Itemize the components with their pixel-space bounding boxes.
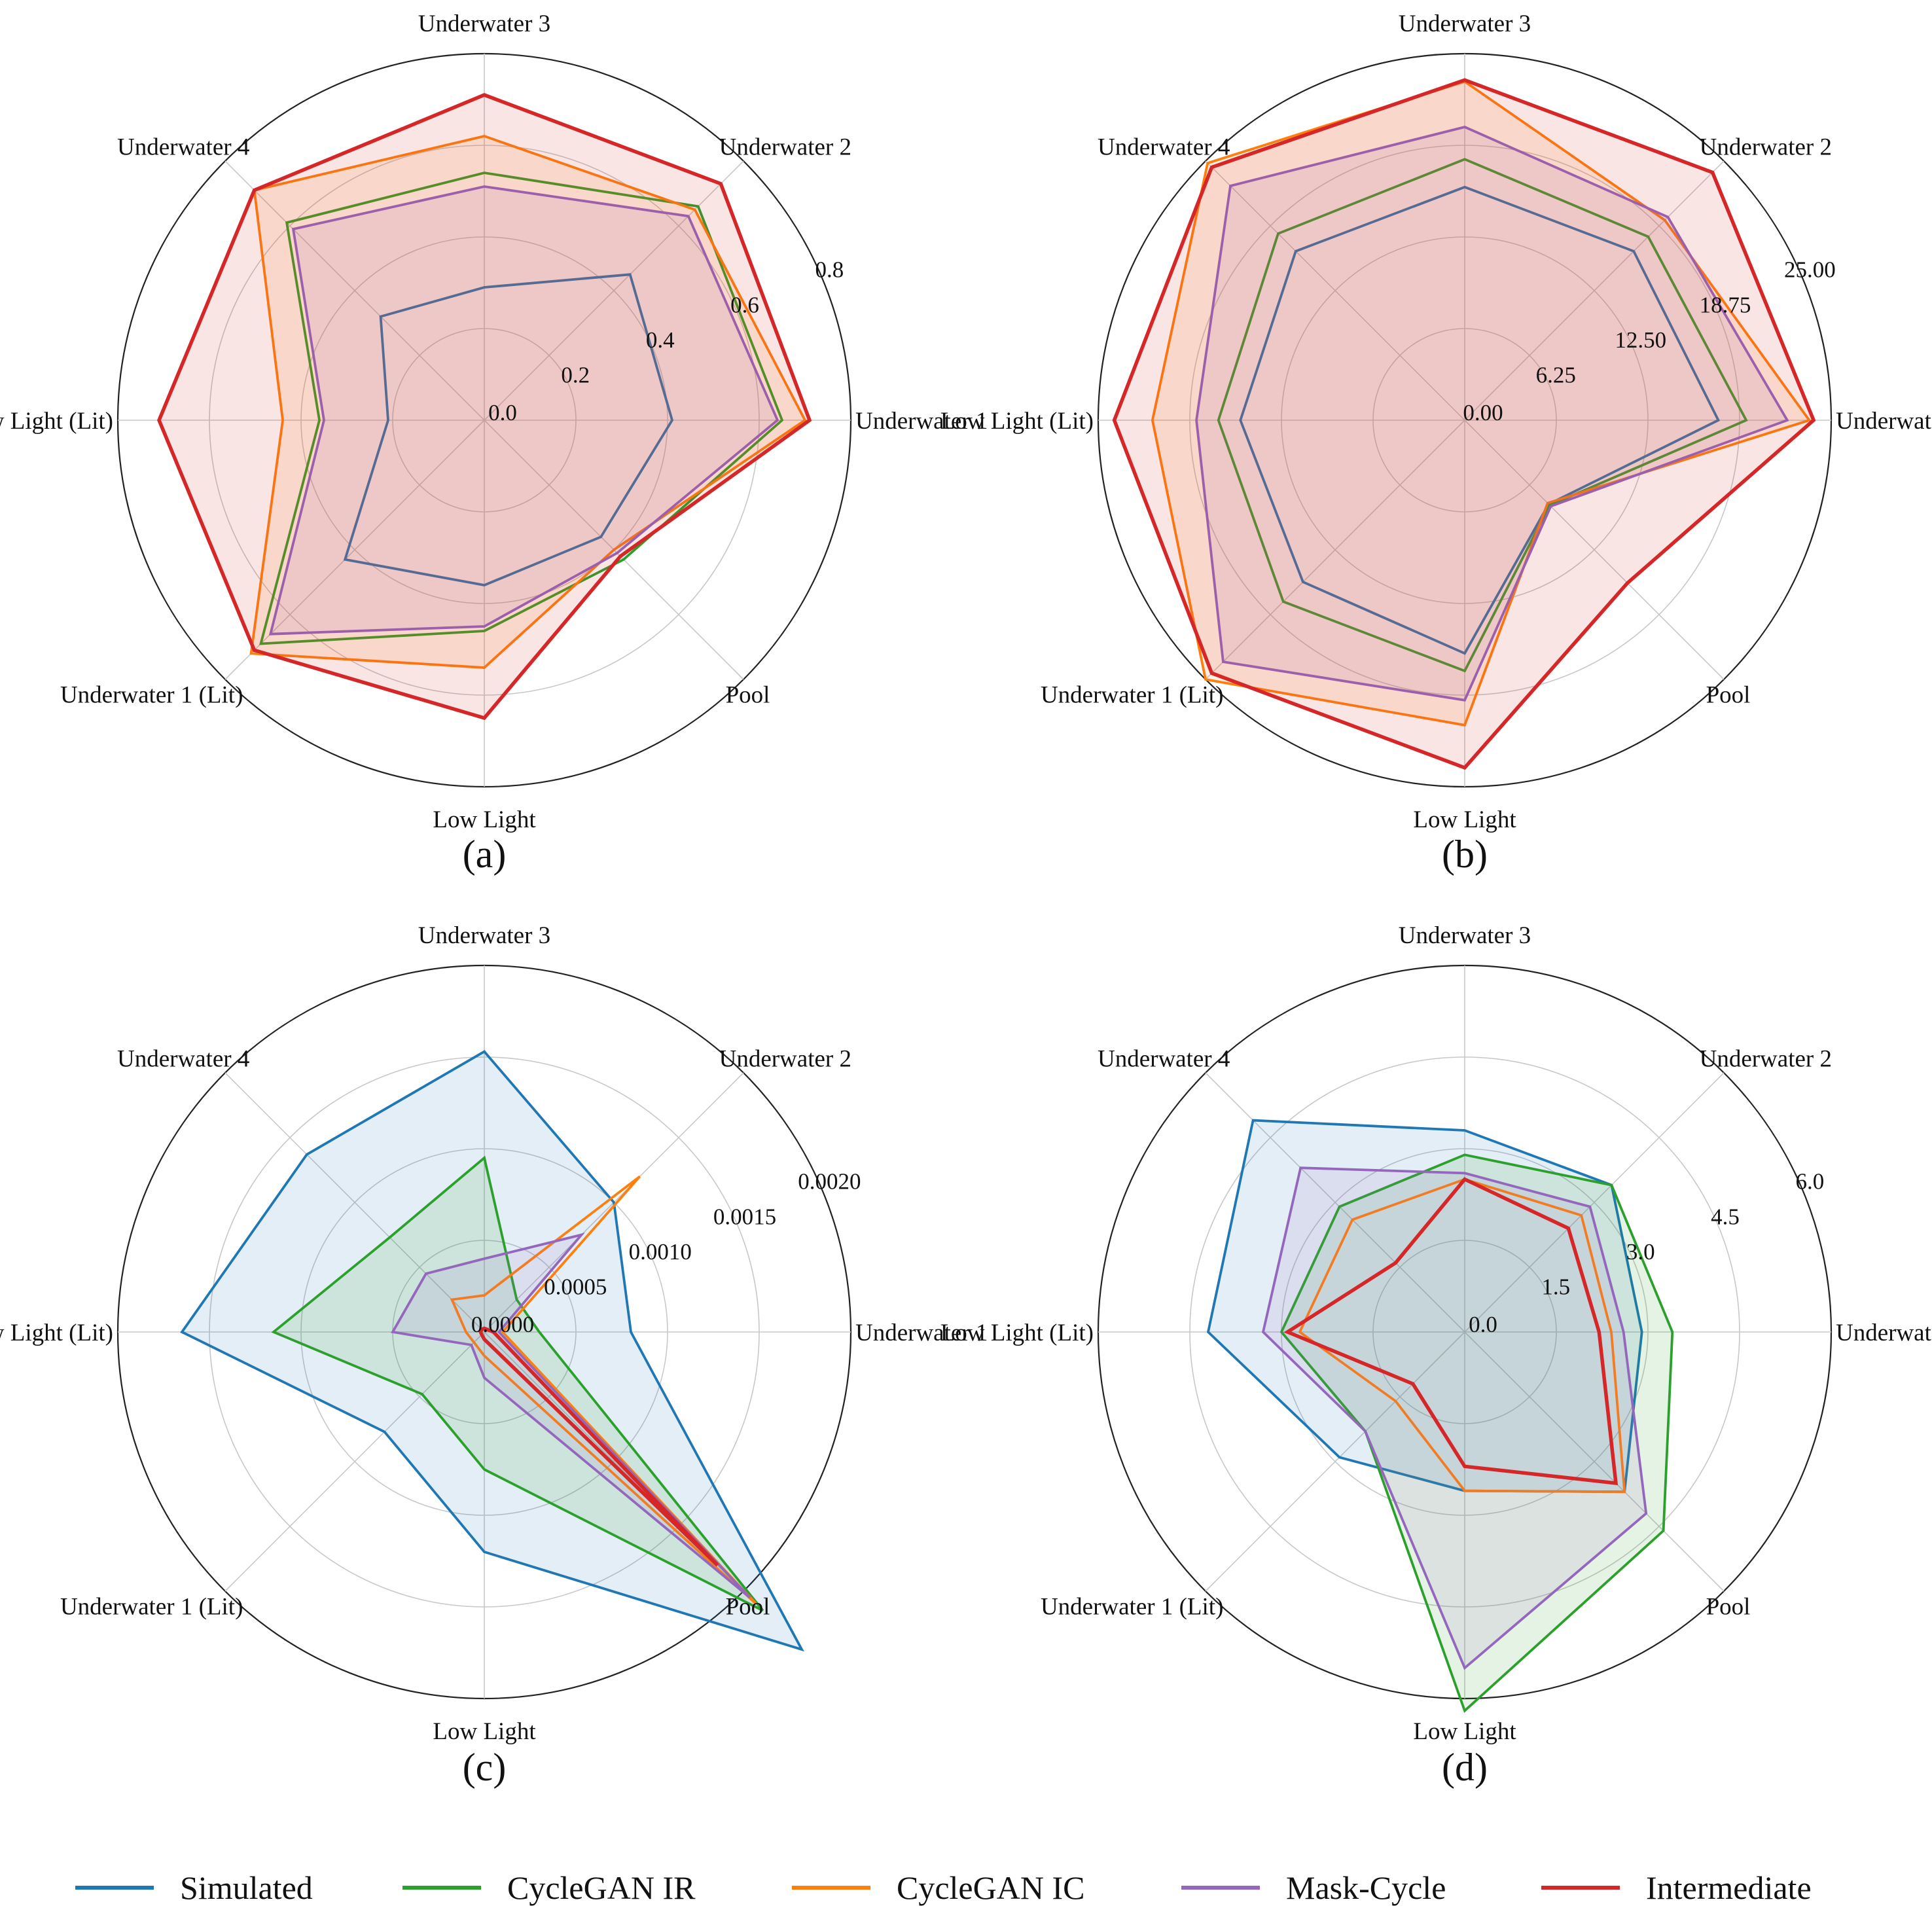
- axis-label-b-underwater-1: Underwater 1: [1836, 408, 1932, 435]
- axis-label-b-low-light-lit: Low Light (Lit): [940, 408, 1094, 435]
- panel-label-c: (c): [463, 1746, 507, 1789]
- series-a-mask-cycle: [268, 185, 779, 636]
- tick-label-c-3: 0.0015: [713, 1204, 776, 1229]
- tick-label-a-2: 0.4: [646, 327, 675, 353]
- axis-label-c-underwater-4: Underwater 4: [117, 1045, 249, 1072]
- spoke-b-underwater-2: [1464, 160, 1725, 421]
- series-c-simulated: [180, 1050, 804, 1652]
- spoke-b-underwater-4: [1205, 160, 1465, 421]
- tick-label-b-4: 25.00: [1784, 257, 1836, 283]
- tick-label-b-0: 0.00: [1463, 400, 1503, 425]
- series-d-cyclegan-ic: [1298, 1178, 1626, 1494]
- tick-label-c-4: 0.0020: [798, 1169, 861, 1195]
- series-c-intermediate: [478, 1326, 719, 1567]
- series-b-cyclegan-ir: [1217, 158, 1748, 673]
- spoke-a-underwater-2: [484, 160, 744, 421]
- axis-label-c-underwater-2: Underwater 2: [719, 1045, 851, 1072]
- axis-label-d-underwater-4: Underwater 4: [1098, 1045, 1230, 1072]
- tick-label-a-1: 0.2: [561, 362, 590, 387]
- series-d-intermediate: [1283, 1177, 1619, 1486]
- legend-label-simulated: Simulated: [180, 1869, 313, 1906]
- series-b-mask-cycle: [1195, 125, 1789, 702]
- spoke-a-underwater-4: [224, 160, 485, 421]
- radar-panel-a: 0.0 0.2 0.4 0.6 0.8 Underwater 1 Underwater 2 U…: [0, 10, 988, 876]
- axis-label-c-underwater-3: Underwater 3: [418, 922, 550, 949]
- panel-label-b: (b): [1442, 833, 1488, 876]
- spoke-b-underwater-1-lit: [1205, 420, 1465, 680]
- axis-label-b-low-light: Low Light: [1413, 806, 1516, 833]
- radar-panel-b: 0.00 6.25 12.50 18.75 25.00 Underwater 1 Under…: [940, 10, 1932, 876]
- spoke-d-pool: [1464, 1331, 1725, 1592]
- axis-label-a-underwater-2: Underwater 2: [719, 134, 851, 160]
- axis-label-c-underwater-1: Underwater 1: [855, 1320, 988, 1346]
- tick-label-d-2: 3.0: [1626, 1239, 1655, 1265]
- axis-label-d-underwater-2: Underwater 2: [1700, 1045, 1832, 1072]
- axis-label-a-pool: Pool: [726, 682, 770, 709]
- axis-label-a-low-light: Low Light: [433, 806, 536, 833]
- spoke-d-underwater-1-lit: [1205, 1331, 1465, 1592]
- tick-label-d-3: 4.5: [1711, 1204, 1740, 1229]
- series-a-simulated: [343, 273, 674, 586]
- axis-label-a-underwater-1: Underwater 1: [855, 408, 988, 435]
- axis-label-c-low-light-lit: Low Light (Lit): [0, 1320, 113, 1346]
- tick-label-b-3: 18.75: [1700, 292, 1751, 317]
- axis-label-b-underwater-2: Underwater 2: [1700, 134, 1832, 160]
- tick-label-a-3: 0.6: [730, 292, 759, 317]
- series-b-simulated: [1239, 185, 1721, 655]
- tick-label-d-1: 1.5: [1541, 1274, 1570, 1299]
- axis-label-b-underwater-4: Underwater 4: [1098, 134, 1230, 160]
- axis-label-a-underwater-3: Underwater 3: [418, 10, 550, 37]
- tick-label-c-0: 0.0000: [471, 1312, 534, 1337]
- series-d-cyclegan-ir: [1279, 1153, 1674, 1714]
- legend-label-mask-cycle: Mask-Cycle: [1286, 1869, 1446, 1906]
- spoke-c-underwater-1-lit: [224, 1331, 485, 1592]
- tick-label-b-2: 12.50: [1615, 327, 1666, 353]
- series-a-intermediate: [157, 93, 812, 721]
- series-d-mask-cycle: [1261, 1166, 1648, 1670]
- axis-label-a-low-light-lit: Low Light (Lit): [0, 408, 113, 435]
- axis-label-d-underwater-3: Underwater 3: [1399, 922, 1531, 949]
- tick-label-d-0: 0.0: [1469, 1312, 1497, 1337]
- spoke-c-underwater-4: [224, 1072, 485, 1333]
- axis-label-b-pool: Pool: [1706, 682, 1751, 709]
- axis-label-c-low-light: Low Light: [433, 1718, 536, 1745]
- spoke-b-pool: [1464, 420, 1725, 680]
- legend: Simulated CycleGAN IR CycleGAN IC Mask-C…: [75, 1869, 1812, 1906]
- axis-label-a-underwater-4: Underwater 4: [117, 134, 249, 160]
- panel-label-d: (d): [1442, 1746, 1488, 1789]
- axis-label-b-underwater-1-lit: Underwater 1 (Lit): [1041, 682, 1223, 709]
- axis-label-b-underwater-3: Underwater 3: [1399, 10, 1531, 37]
- tick-label-c-2: 0.0010: [629, 1239, 692, 1265]
- spoke-d-underwater-4: [1205, 1072, 1465, 1333]
- tick-label-c-1: 0.0005: [544, 1274, 607, 1299]
- axis-label-c-pool: Pool: [726, 1594, 770, 1621]
- axis-label-a-underwater-1-lit: Underwater 1 (Lit): [60, 682, 243, 709]
- axis-label-d-underwater-1: Underwater 1: [1836, 1320, 1932, 1346]
- legend-label-intermediate: Intermediate: [1646, 1869, 1812, 1906]
- tick-label-a-0: 0.0: [488, 400, 517, 425]
- spoke-d-underwater-2: [1464, 1072, 1725, 1333]
- axis-label-d-pool: Pool: [1706, 1594, 1751, 1621]
- tick-label-b-1: 6.25: [1536, 362, 1576, 387]
- tick-label-d-4: 6.0: [1796, 1169, 1825, 1195]
- legend-label-cyclegan-ir: CycleGAN IR: [507, 1869, 696, 1906]
- radar-panel-c: 0.0000 0.0005 0.0010 0.0015 0.0020 Underwater…: [0, 922, 988, 1789]
- spoke-a-underwater-1-lit: [224, 420, 485, 680]
- radar-panel-d: 0.0 1.5 3.0 4.5 6.0 Underwater 1 Underwater 2 U…: [940, 922, 1932, 1789]
- axis-label-c-underwater-1-lit: Underwater 1 (Lit): [60, 1594, 243, 1621]
- series-b-intermediate: [1112, 78, 1816, 770]
- series-c-cyclegan-ic: [450, 1175, 758, 1606]
- axis-label-d-underwater-1-lit: Underwater 1 (Lit): [1041, 1594, 1223, 1621]
- legend-label-cyclegan-ic: CycleGAN IC: [897, 1869, 1084, 1906]
- tick-label-a-4: 0.8: [815, 257, 844, 283]
- axis-label-d-low-light-lit: Low Light (Lit): [940, 1320, 1094, 1346]
- series-a-cyclegan-ic: [249, 135, 807, 669]
- axis-label-d-low-light: Low Light: [1413, 1718, 1516, 1745]
- panel-label-a: (a): [463, 833, 507, 876]
